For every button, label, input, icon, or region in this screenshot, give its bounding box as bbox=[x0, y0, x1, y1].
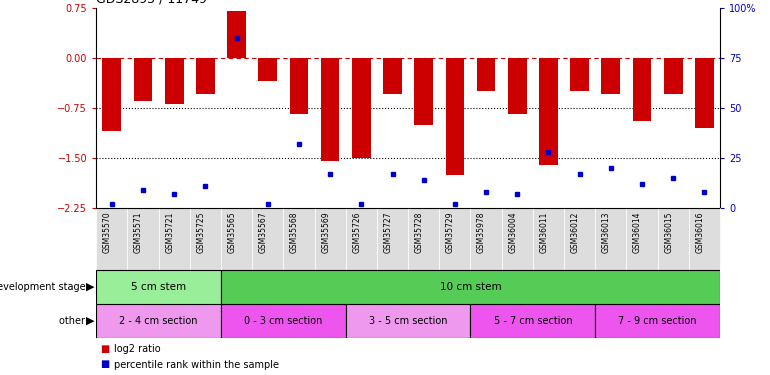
Text: GSM35726: GSM35726 bbox=[353, 211, 361, 253]
Text: other: other bbox=[59, 316, 89, 326]
Text: ▶: ▶ bbox=[86, 282, 95, 292]
Bar bbox=[221, 208, 253, 270]
Bar bbox=[96, 208, 128, 270]
Text: GSM36016: GSM36016 bbox=[695, 211, 705, 253]
Bar bbox=[633, 58, 651, 121]
Bar bbox=[221, 304, 346, 338]
Bar bbox=[134, 58, 152, 101]
Bar bbox=[508, 58, 527, 114]
Text: GSM36004: GSM36004 bbox=[508, 211, 517, 253]
Bar bbox=[96, 270, 221, 304]
Text: ■: ■ bbox=[100, 344, 109, 354]
Bar bbox=[253, 208, 283, 270]
Bar bbox=[564, 208, 595, 270]
Bar bbox=[283, 208, 315, 270]
Bar bbox=[290, 58, 308, 114]
Text: GSM35567: GSM35567 bbox=[259, 211, 268, 253]
Text: GSM35727: GSM35727 bbox=[383, 211, 393, 253]
Bar bbox=[189, 208, 221, 270]
Text: GSM35725: GSM35725 bbox=[196, 211, 206, 253]
Text: 3 - 5 cm section: 3 - 5 cm section bbox=[369, 316, 447, 326]
Text: 0 - 3 cm section: 0 - 3 cm section bbox=[244, 316, 323, 326]
Bar bbox=[601, 58, 620, 94]
Bar bbox=[595, 208, 627, 270]
Bar bbox=[664, 58, 682, 94]
Text: GSM36011: GSM36011 bbox=[540, 211, 548, 253]
Text: log2 ratio: log2 ratio bbox=[114, 344, 161, 354]
Bar bbox=[470, 208, 502, 270]
Bar bbox=[414, 58, 433, 125]
Text: GSM35978: GSM35978 bbox=[477, 211, 486, 253]
Text: GDS2895 / 11749: GDS2895 / 11749 bbox=[96, 0, 207, 6]
Text: ▶: ▶ bbox=[86, 316, 95, 326]
Text: GSM36014: GSM36014 bbox=[633, 211, 642, 253]
Text: GSM35571: GSM35571 bbox=[134, 211, 143, 253]
Bar bbox=[502, 208, 533, 270]
Text: ■: ■ bbox=[100, 360, 109, 369]
Bar bbox=[196, 58, 215, 94]
Text: GSM35570: GSM35570 bbox=[103, 211, 112, 253]
Bar bbox=[439, 208, 470, 270]
Text: 5 cm stem: 5 cm stem bbox=[131, 282, 186, 292]
Bar bbox=[533, 208, 564, 270]
Bar bbox=[346, 208, 377, 270]
Bar bbox=[165, 58, 183, 105]
Text: GSM35568: GSM35568 bbox=[290, 211, 299, 253]
Bar bbox=[377, 208, 408, 270]
Text: development stage: development stage bbox=[0, 282, 89, 292]
Bar bbox=[346, 304, 470, 338]
Bar bbox=[446, 58, 464, 175]
Bar bbox=[470, 304, 595, 338]
Text: GSM35721: GSM35721 bbox=[166, 211, 174, 253]
Bar bbox=[259, 58, 277, 81]
Bar bbox=[102, 58, 121, 131]
Bar bbox=[595, 304, 720, 338]
Text: GSM35728: GSM35728 bbox=[415, 211, 424, 253]
Text: 5 - 7 cm section: 5 - 7 cm section bbox=[494, 316, 572, 326]
Bar bbox=[227, 11, 246, 58]
Bar bbox=[352, 58, 370, 158]
Bar bbox=[128, 208, 159, 270]
Text: 7 - 9 cm section: 7 - 9 cm section bbox=[618, 316, 697, 326]
Bar bbox=[627, 208, 658, 270]
Bar bbox=[658, 208, 689, 270]
Bar bbox=[321, 58, 340, 161]
Text: GSM35729: GSM35729 bbox=[446, 211, 455, 253]
Bar bbox=[96, 304, 221, 338]
Bar bbox=[221, 270, 720, 304]
Text: GSM35565: GSM35565 bbox=[228, 211, 236, 253]
Bar bbox=[408, 208, 439, 270]
Text: GSM35569: GSM35569 bbox=[321, 211, 330, 253]
Bar bbox=[477, 58, 495, 91]
Text: GSM36015: GSM36015 bbox=[665, 211, 673, 253]
Bar bbox=[383, 58, 402, 94]
Text: 10 cm stem: 10 cm stem bbox=[440, 282, 501, 292]
Bar bbox=[571, 58, 589, 91]
Bar bbox=[159, 208, 189, 270]
Text: 2 - 4 cm section: 2 - 4 cm section bbox=[119, 316, 198, 326]
Text: GSM36013: GSM36013 bbox=[602, 211, 611, 253]
Bar bbox=[688, 208, 720, 270]
Bar bbox=[695, 58, 714, 128]
Text: percentile rank within the sample: percentile rank within the sample bbox=[114, 360, 279, 369]
Text: GSM36012: GSM36012 bbox=[571, 211, 580, 253]
Bar bbox=[315, 208, 346, 270]
Bar bbox=[539, 58, 557, 165]
